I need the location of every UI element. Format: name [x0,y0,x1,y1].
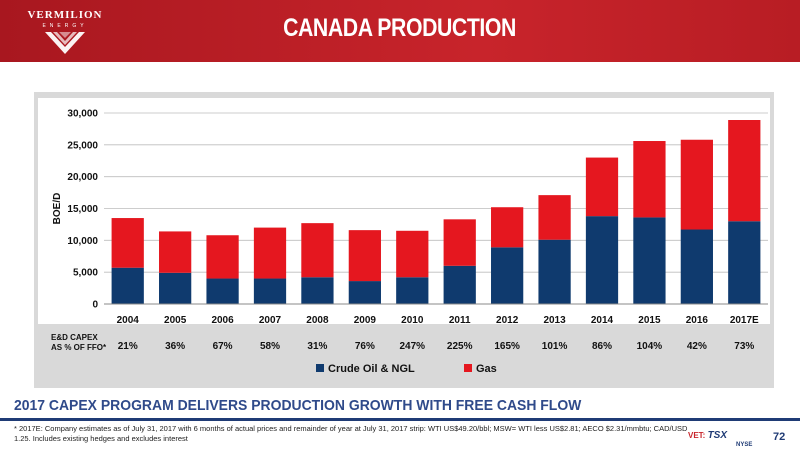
y-axis-label: BOE/D [52,193,63,225]
capex-value: 58% [260,341,280,352]
header-bar: VERMILION ENERGY CANADA PRODUCTION [0,0,800,62]
logo-name: VERMILION [27,9,103,21]
capex-row-label-line2: AS % OF FFO* [51,343,107,352]
exchange-listing: VET: TSX NYSE [688,430,752,448]
bar-oil [491,247,524,304]
x-tick-label: 2012 [496,315,519,326]
bar-gas [348,230,381,282]
capex-value: 104% [637,341,663,352]
capex-value: 247% [399,341,425,352]
logo-sub: ENERGY [42,23,88,29]
legend-swatch-gas [464,364,472,372]
y-tick-label: 20,000 [67,172,98,183]
capex-row-label-line1: E&D CAPEX [51,333,98,342]
x-tick-label: 2011 [449,315,471,326]
capex-value: 76% [355,341,375,352]
bar-gas [538,195,571,240]
capex-value: 165% [494,341,520,352]
logo-v-icon [45,32,85,54]
page-number: 72 [773,431,786,443]
bar-gas [206,235,239,279]
footnote: * 2017E: Company estimates as of July 31… [14,424,688,443]
legend-label: Crude Oil & NGL [328,363,415,375]
bar-oil [538,239,571,304]
legend-label: Gas [476,363,497,375]
x-tick-label: 2017E [730,315,759,326]
x-tick-label: 2014 [591,315,614,326]
bar-gas [253,227,287,279]
bar-gas [301,223,334,278]
x-tick-label: 2016 [686,315,709,326]
capex-value: 21% [118,341,138,352]
y-tick-label: 25,000 [67,140,98,151]
bar-oil [206,278,239,304]
company-logo: VERMILION ENERGY [14,6,116,58]
y-tick-label: 5,000 [73,268,98,279]
bar-gas [633,141,666,218]
y-tick-label: 30,000 [67,109,98,120]
x-tick-label: 2010 [401,315,424,326]
bar-oil [396,277,429,304]
x-tick-label: 2007 [259,315,282,326]
bar-gas [585,157,619,217]
capex-value: 67% [213,341,233,352]
bar-gas [159,231,192,273]
y-tick-label: 10,000 [67,236,98,247]
bar-oil [443,265,476,304]
nyse-logo: NYSE [736,442,753,448]
x-tick-label: 2008 [306,315,329,326]
bar-gas [443,219,476,266]
chart-panel: 0 5,000 10,000 15,000 20,000 25,000 30,000 BOE/… [34,92,774,388]
x-tick-label: 2004 [117,315,140,326]
bar-oil [633,217,666,304]
x-tick-label: 2015 [638,315,661,326]
page-title: CANADA PRODUCTION [283,14,516,42]
divider-rule [0,418,800,421]
bar-gas [396,230,429,278]
capex-value: 31% [307,341,327,352]
bar-oil [301,277,334,304]
y-tick-label: 0 [92,300,98,311]
x-tick-label: 2006 [211,315,234,326]
capex-value: 101% [542,341,568,352]
banner-text: 2017 CAPEX PROGRAM DELIVERS PRODUCTION G… [14,397,582,414]
x-tick-label: 2005 [164,315,187,326]
capex-value: 36% [165,341,185,352]
bar-oil [111,267,144,304]
bar-gas [680,139,713,230]
tsx-logo: TSX [707,430,728,441]
capex-value: 42% [687,341,707,352]
bar-oil [253,278,287,304]
bar-oil [585,216,619,304]
production-chart: 0 5,000 10,000 15,000 20,000 25,000 30,000 BOE/… [38,98,770,375]
bar-gas [111,218,144,268]
legend-swatch-oil [316,364,324,372]
capex-value: 225% [447,341,473,352]
ticker-label: VET: [688,431,706,440]
bar-gas [491,207,524,248]
bar-oil [348,281,381,304]
x-tick-label: 2013 [543,315,566,326]
capex-value: 86% [592,341,612,352]
bar-oil [159,272,192,304]
y-tick-label: 15,000 [67,204,98,215]
capex-value: 73% [734,341,754,352]
bar-oil [680,229,713,304]
bar-gas [728,120,761,222]
x-tick-label: 2009 [354,315,377,326]
bar-oil [728,221,761,304]
